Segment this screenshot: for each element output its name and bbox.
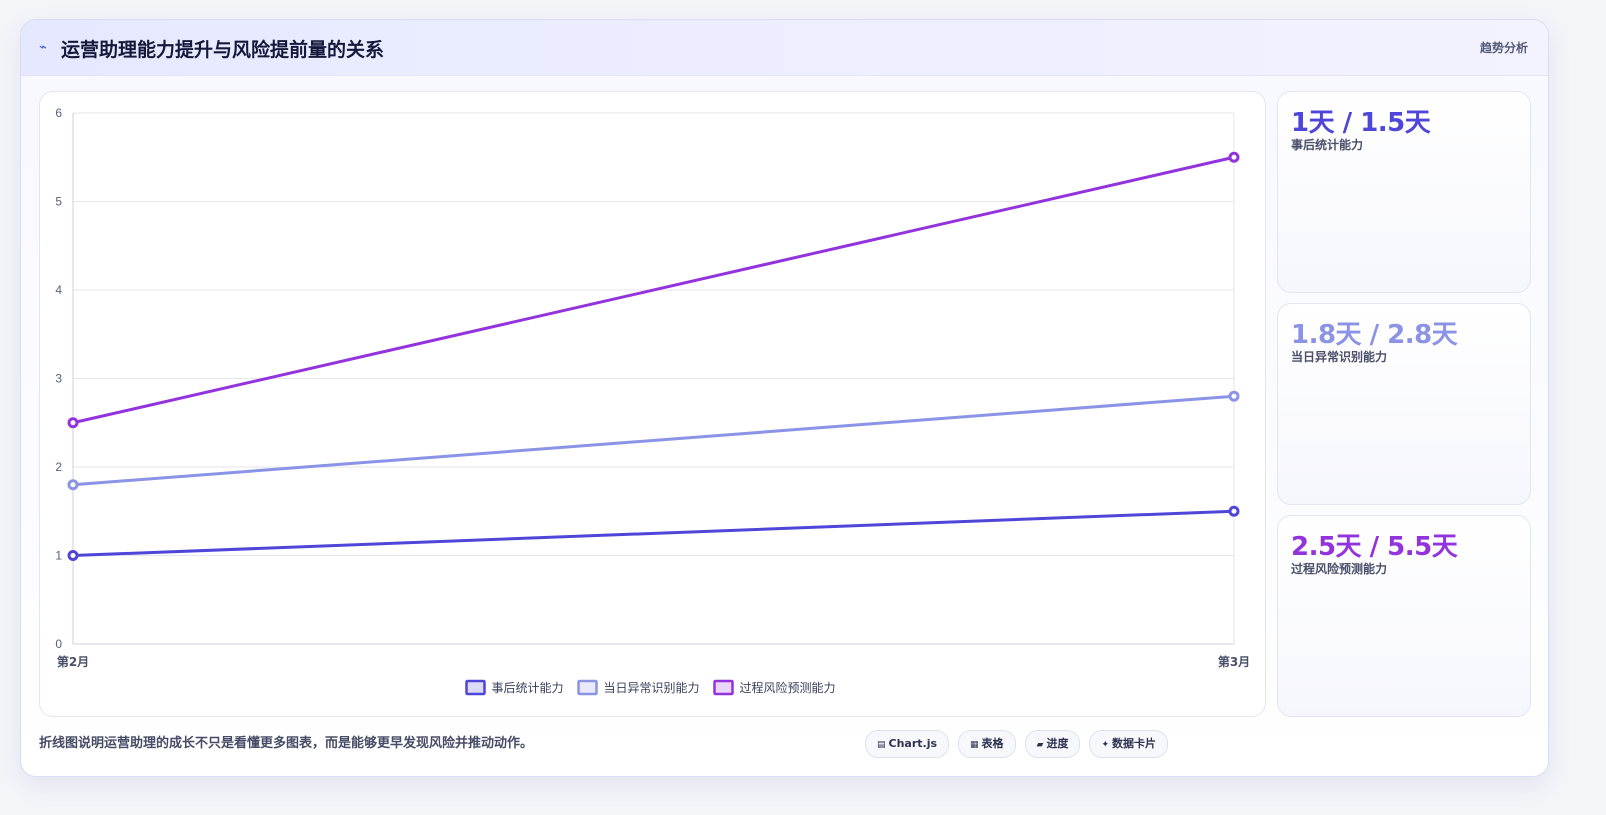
data-point <box>1228 151 1240 163</box>
legend-label: 当日异常识别能力 <box>604 681 700 695</box>
stat-value: 1天 / 1.5天 <box>1291 108 1431 138</box>
y-tick-label: 5 <box>55 195 62 209</box>
x-tick-label: 第2月 <box>57 654 89 669</box>
footer-note: 折线图说明运营助理的成长不只是看懂更多图表，而是能够更早发现风险并推动动作。 <box>39 736 534 751</box>
series-line <box>72 509 1235 557</box>
x-tick-label: 第3月 <box>1218 654 1250 669</box>
chip-progress[interactable]: ▰ 进度 <box>1024 730 1081 758</box>
chip-label: 进度 <box>1046 737 1069 750</box>
y-tick-label: 3 <box>55 372 62 386</box>
stat-card-daily-anomaly: 1.8天 / 2.8天 当日异常识别能力 <box>1277 303 1531 505</box>
sparkle-icon: ✦ <box>1101 740 1110 750</box>
chip-label: 表格 <box>981 737 1004 750</box>
data-point <box>1228 505 1240 517</box>
legend-label: 事后统计能力 <box>492 681 564 695</box>
y-tick-label: 2 <box>55 460 62 474</box>
tag-chips: ▤ Chart.js ▦ 表格 ▰ 进度 ✦ 数据卡片 <box>865 730 1169 758</box>
stat-value: 1.8天 / 2.8天 <box>1291 320 1458 350</box>
y-tick-label: 6 <box>55 106 62 120</box>
data-point <box>1228 390 1240 402</box>
table-icon: ▦ <box>970 740 979 750</box>
data-point <box>67 550 79 561</box>
trend-analysis-label: 趋势分析 <box>1479 41 1528 55</box>
series-line <box>72 394 1235 487</box>
lightning-icon: ⌁ <box>39 40 47 55</box>
series-line <box>72 155 1235 425</box>
data-point <box>67 417 79 429</box>
legend-swatch <box>577 679 598 696</box>
card-header: ⌁ 运营助理能力提升与风险提前量的关系 趋势分析 <box>21 20 1548 76</box>
chip-label: Chart.js <box>888 737 938 750</box>
legend-swatch <box>465 679 486 696</box>
data-point <box>67 479 79 491</box>
y-tick-label: 0 <box>55 637 62 651</box>
legend-label: 过程风险预测能力 <box>740 680 836 695</box>
report-card: ⌁ 运营助理能力提升与风险提前量的关系 趋势分析 0 1 2 3 4 5 6 第2月 第3月 事后… <box>20 19 1549 777</box>
y-tick-label: 4 <box>55 283 62 297</box>
stat-label: 事后统计能力 <box>1291 138 1364 152</box>
chip-data-card[interactable]: ✦ 数据卡片 <box>1089 730 1169 758</box>
chip-table[interactable]: ▦ 表格 <box>958 730 1016 758</box>
stat-label: 当日异常识别能力 <box>1291 350 1388 364</box>
chip-chartjs[interactable]: ▤ Chart.js <box>865 730 950 758</box>
y-tick-label: 1 <box>55 549 62 563</box>
chip-label: 数据卡片 <box>1112 737 1157 750</box>
stat-label: 过程风险预测能力 <box>1291 562 1388 576</box>
line-chart-panel: 0 1 2 3 4 5 6 第2月 第3月事后统计能力 当日异常识别能力 过程风险预测能力 <box>39 91 1266 717</box>
stat-value: 2.5天 / 5.5天 <box>1291 532 1458 562</box>
stat-card-post-stats: 1天 / 1.5天 事后统计能力 <box>1277 91 1531 293</box>
progress-icon: ▰ <box>1036 740 1044 750</box>
stat-card-risk-prediction: 2.5天 / 5.5天 过程风险预测能力 <box>1277 515 1531 717</box>
page-title: 运营助理能力提升与风险提前量的关系 <box>61 39 385 61</box>
chart-icon: ▤ <box>877 740 886 750</box>
legend-swatch <box>713 679 734 696</box>
